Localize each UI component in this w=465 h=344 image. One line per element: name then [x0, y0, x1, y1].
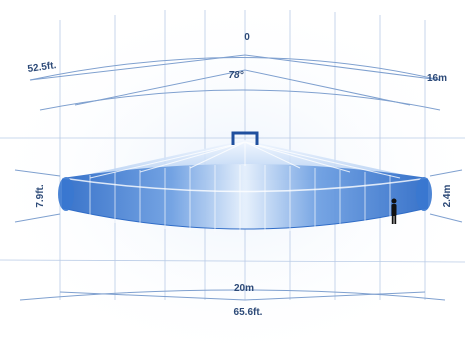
ceiling-access-point-icon	[231, 131, 259, 145]
angle-origin-label: 0	[244, 32, 250, 43]
width-m-label: 20m	[234, 283, 254, 294]
depth-ft-label: 52.5ft.	[27, 60, 57, 75]
depth-dimension-lines	[29, 54, 441, 111]
depth-m-label: 16m	[427, 73, 447, 84]
height-dimension-lines	[14, 169, 463, 223]
height-ft-label: 7.9ft.	[35, 184, 46, 208]
width-dimension-lines	[19, 289, 446, 301]
coverage-angle-label: 78°	[228, 70, 244, 81]
coverage-cone	[58, 140, 432, 233]
height-m-label: 2.4m	[442, 184, 453, 207]
standing-person-icon	[391, 198, 397, 224]
width-ft-label: 65.6ft.	[234, 307, 263, 318]
